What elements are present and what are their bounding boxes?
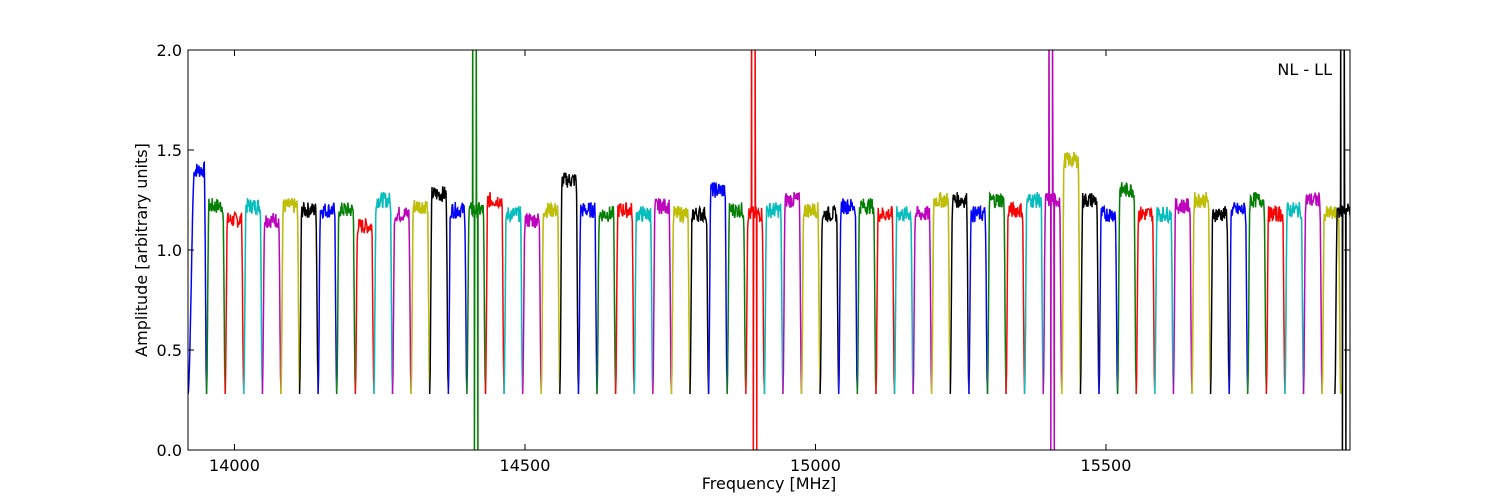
x-tick-label: 15000 — [790, 456, 841, 475]
channel-trace — [1005, 201, 1026, 395]
channel-trace — [1228, 202, 1249, 395]
y-axis: 0.0 0.5 1.0 1.5 2.0 — [157, 41, 1350, 460]
channel-trace — [1302, 192, 1323, 395]
channel-trace — [689, 204, 710, 395]
channel-trace — [596, 206, 617, 395]
x-tick-label: 15500 — [1081, 456, 1132, 475]
channel-trace — [912, 205, 933, 395]
channel-trace — [968, 204, 989, 395]
channel-trace — [949, 192, 970, 395]
channel-trace — [856, 198, 877, 395]
x-tick-label: 14500 — [500, 456, 551, 475]
y-axis-label: Amplitude [arbitrary units] — [132, 143, 151, 357]
y-tick-label: 0.0 — [157, 441, 182, 460]
channel-trace — [652, 198, 673, 395]
channel-trace — [800, 202, 821, 395]
channel-trace — [354, 218, 375, 395]
channel-trace — [188, 160, 208, 395]
y-tick-label: 1.0 — [157, 241, 182, 260]
channel-trace — [726, 202, 747, 395]
channel-trace — [1135, 206, 1156, 395]
channel-trace — [1247, 192, 1267, 395]
channel-trace — [986, 191, 1007, 395]
x-axis-label: Frequency [MHz] — [702, 474, 836, 493]
channel-trace — [243, 198, 264, 395]
channel-trace — [1116, 182, 1137, 395]
channel-trace — [1265, 205, 1286, 395]
channel-trace — [540, 202, 561, 395]
channel-trace — [614, 202, 635, 395]
channel-trace — [410, 200, 431, 395]
y-tick-label: 1.5 — [157, 141, 182, 160]
channel-trace — [893, 206, 914, 395]
channel-trace — [875, 206, 896, 395]
channel-trace — [280, 198, 301, 395]
channel-trace — [1172, 198, 1193, 395]
channel-trace — [391, 206, 412, 395]
channel-trace — [298, 202, 319, 395]
channel-trace — [317, 202, 338, 395]
channel-trace — [429, 186, 449, 395]
channel-trace — [1023, 191, 1044, 395]
channel-trace — [1154, 206, 1175, 395]
channel-trace — [1061, 151, 1082, 395]
channel-trace — [707, 181, 728, 395]
channel-trace — [503, 206, 524, 395]
channel-trace — [1284, 201, 1305, 395]
channel-trace — [205, 198, 226, 395]
channel-trace — [670, 206, 691, 395]
channel-trace — [1098, 204, 1119, 395]
channel-trace — [1079, 192, 1100, 395]
x-tick-label: 14000 — [209, 456, 260, 475]
channel-trace — [782, 192, 803, 395]
channel-trace — [336, 202, 356, 395]
channel-trace — [838, 198, 858, 395]
channel-trace — [633, 205, 654, 395]
channel-trace — [466, 50, 487, 450]
x-axis: 14000 14500 15000 15500 — [209, 50, 1131, 475]
channel-trace — [1042, 50, 1063, 450]
channel-trace — [1209, 206, 1230, 395]
channel-trace — [224, 210, 245, 395]
plot-annotation: NL - LL — [1277, 60, 1332, 79]
channel-trace — [447, 201, 468, 395]
y-tick-label: 0.5 — [157, 341, 182, 360]
channel-trace — [819, 204, 840, 395]
channel-trace — [1334, 50, 1350, 450]
channel-trace — [522, 212, 542, 395]
channel-trace — [763, 202, 784, 395]
channel-trace — [559, 172, 580, 395]
channel-trace — [373, 191, 394, 395]
y-tick-label: 2.0 — [157, 41, 182, 60]
channel-trace — [484, 192, 505, 395]
channel-trace — [577, 202, 598, 395]
spectrum-traces — [188, 50, 1350, 450]
channel-trace — [931, 192, 951, 395]
channel-trace — [1191, 192, 1212, 395]
channel-trace — [745, 50, 766, 450]
channel-trace — [261, 213, 282, 395]
